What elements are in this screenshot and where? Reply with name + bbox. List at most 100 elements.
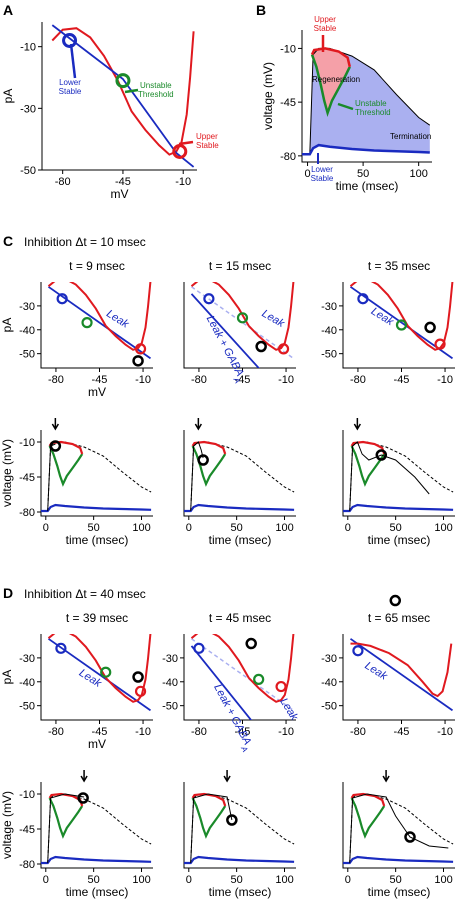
d2-marker-red (275, 680, 287, 693)
a-marker (62, 33, 78, 48)
c6-xtick-label: 100 (434, 522, 452, 534)
c2-title: t = 15 msec (209, 259, 271, 273)
b-ann-lower: Lower (311, 165, 333, 174)
c2-gaba-line (190, 293, 260, 368)
b-ylabel: voltage (mV) (261, 62, 275, 130)
c5-green-trace (191, 445, 227, 487)
c1-xtick-label: -80 (48, 374, 64, 386)
c2-xtick-label: -80 (191, 374, 207, 386)
d3-plot-area (349, 638, 454, 712)
d1-marker-red (134, 685, 147, 697)
d1-marker-blue (55, 642, 67, 654)
c3-marker-blue (357, 293, 369, 305)
d2-marker-black (245, 637, 257, 650)
d5-black-trace (190, 793, 233, 864)
c1-xtick-label: -45 (92, 374, 108, 386)
b-blue-trace (302, 143, 430, 156)
d2-plot-area (190, 634, 295, 720)
d2-xtick-label: -45 (235, 726, 251, 738)
c2-iv-curve (190, 282, 295, 351)
c6-blue-trace (343, 503, 454, 513)
d1-marker-black (132, 671, 144, 683)
c4-ytick-label: -80 (19, 507, 35, 519)
d2-title: t = 45 msec (209, 611, 271, 625)
c5-xtick-label: 50 (231, 522, 243, 534)
c2-xtick-label: -45 (235, 374, 251, 386)
d3-xtick-label: -80 (350, 726, 366, 738)
c4-ytick-label: -45 (19, 472, 35, 484)
d5-xtick-label: 100 (275, 874, 293, 886)
c3-ytick-label: -30 (321, 301, 337, 313)
c1-marker-black (132, 355, 144, 367)
b-axes (301, 30, 432, 163)
d2-leak-label: Leak (277, 696, 300, 723)
b-ytick-label: -80 (280, 151, 296, 163)
panel-c3-chart: t = 35 msec -80 -45 -10 -30 -40 -50 Leak (321, 259, 455, 386)
c4-red-trace (48, 440, 84, 455)
c3-ytick-label: -40 (321, 325, 337, 337)
c6-xlabel: time (msec) (368, 533, 431, 547)
d1-xtick-label: -80 (48, 726, 64, 738)
d4-ylabel: voltage (mV) (0, 791, 14, 859)
a-arrow-upper (178, 140, 194, 146)
c1-marker-blue (56, 293, 68, 305)
d5-red-trace (191, 792, 227, 807)
c1-title: t = 9 msec (69, 259, 125, 273)
d4-green-trace (48, 797, 84, 839)
d5-axes (183, 782, 296, 869)
d5-reference-trace (190, 793, 295, 864)
d2-marker-green (253, 673, 265, 685)
d5-green-trace (191, 797, 227, 839)
panel-label-a: A (3, 2, 13, 18)
c5-xtick-label: 100 (275, 522, 293, 534)
c4-xtick-label: 100 (132, 522, 150, 534)
c4-ylabel: voltage (mV) (0, 439, 14, 507)
panel-c-title: Inhibition Δt = 10 msec (24, 235, 146, 249)
d2-ytick-label: -50 (162, 701, 178, 713)
d3-ytick-label: -50 (321, 701, 337, 713)
d6-marker-black (404, 831, 416, 843)
c6-xtick-label: 50 (390, 522, 402, 534)
d4-xtick-label: 100 (132, 874, 150, 886)
c5-marker-black (197, 454, 209, 466)
c3-axes (342, 282, 455, 369)
d6-xtick-label: 100 (434, 874, 452, 886)
b-regeneration-fill (312, 48, 350, 113)
c4-ytick-label: -10 (19, 437, 35, 449)
c4-xtick-label: 50 (88, 522, 100, 534)
d5-arrowhead (223, 775, 231, 783)
d2-iv-curve (190, 634, 295, 703)
b-ytick-label: -45 (280, 97, 296, 109)
c5-xtick-label: 0 (186, 522, 192, 534)
d6-axes (342, 782, 455, 869)
panel-d4-chart: 0 50 100 -10 -45 -80 time (msec) voltage (mV) (0, 770, 153, 899)
c6-reference-trace (349, 441, 454, 512)
c3-title: t = 35 msec (368, 259, 430, 273)
d6-xlabel: time (msec) (368, 885, 431, 899)
panel-d1-chart: t = 39 msec -80 -45 -10 -30 -40 -50 mV pA Leak (0, 611, 153, 751)
d4-marker-black (77, 792, 89, 804)
b-ann-lower-stable: Stable (311, 174, 334, 183)
c1-plot-area (47, 282, 152, 360)
panel-a-chart: -80 -45 -10-10-30-50mVpALowerStableUnstabl… (1, 22, 219, 201)
d1-ytick-label: -50 (19, 701, 35, 713)
c4-reference-trace (47, 441, 152, 512)
d1-plot-area (47, 634, 152, 712)
panel-label-b: B (256, 2, 266, 18)
d3-xtick-label: -45 (394, 726, 410, 738)
a-arrow-unstable (124, 88, 139, 94)
d4-xtick-label: 50 (88, 874, 100, 886)
c1-leak-line (47, 286, 152, 360)
a-xtick-label: -10 (175, 176, 191, 188)
b-red-trace (310, 47, 352, 68)
d3-title: t = 65 msec (368, 611, 430, 625)
c6-axes (342, 430, 455, 517)
a-ann-upper: Upper (196, 132, 218, 141)
a-marker (115, 73, 131, 89)
d6-xtick-label: 50 (390, 874, 402, 886)
